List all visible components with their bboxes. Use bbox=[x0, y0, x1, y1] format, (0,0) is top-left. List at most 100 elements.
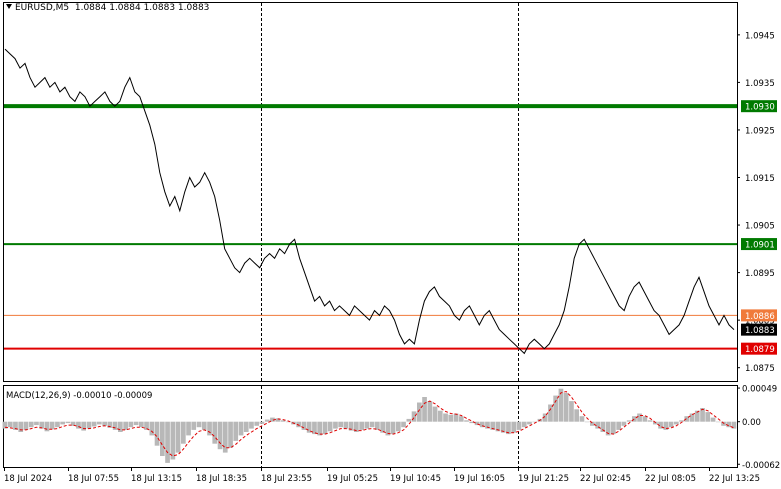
macd-bar bbox=[642, 416, 648, 422]
time-tick-label: 19 Jul 10:45 bbox=[390, 474, 441, 484]
price-tick-label: 1.0905 bbox=[745, 222, 775, 232]
macd-bar bbox=[490, 421, 496, 430]
macd-bar bbox=[144, 421, 149, 430]
time-tick-label: 18 Jul 2024 bbox=[4, 474, 52, 484]
price-tick-label: 1.0945 bbox=[745, 31, 775, 41]
macd-bar bbox=[595, 421, 600, 429]
macd-bar bbox=[228, 421, 233, 448]
macd-bar bbox=[553, 395, 558, 422]
macd-bar bbox=[710, 417, 716, 422]
level-tag-text: 1.0930 bbox=[745, 103, 775, 113]
price-panel-frame bbox=[3, 2, 738, 382]
macd-bar bbox=[443, 413, 448, 422]
macd-bar bbox=[44, 421, 50, 432]
macd-bar bbox=[112, 421, 118, 430]
macd-bar bbox=[369, 421, 375, 428]
macd-signal-line bbox=[4, 390, 735, 457]
macd-bar bbox=[70, 421, 76, 426]
macd-bar bbox=[721, 421, 726, 426]
level-labels: 1.0930 1.0901 1.0886 1.0879 1.0883 bbox=[741, 100, 777, 355]
time-tick-label: 19 Jul 05:25 bbox=[327, 474, 378, 484]
macd-tick-label: 0.00049 bbox=[742, 385, 777, 395]
level-tag-1.0879 bbox=[741, 342, 777, 355]
macd-bar bbox=[390, 421, 396, 435]
level-tag-1.0901 bbox=[741, 238, 777, 251]
macd-bar bbox=[322, 421, 328, 435]
macd-bar bbox=[621, 421, 627, 426]
macd-bar bbox=[495, 421, 501, 432]
macd-bar bbox=[705, 412, 711, 422]
level-tag-text: 1.0879 bbox=[745, 345, 775, 355]
macd-bar bbox=[385, 421, 391, 436]
macd-bar bbox=[658, 421, 663, 429]
macd-bar bbox=[186, 421, 191, 436]
macd-bar bbox=[191, 421, 197, 430]
macd-bar bbox=[18, 421, 24, 432]
time-tick-label: 22 Jul 08:05 bbox=[645, 474, 696, 484]
macd-bar bbox=[23, 421, 29, 430]
macd-bar bbox=[81, 421, 86, 431]
macd-bar bbox=[264, 419, 270, 422]
current-price-text: 1.0883 bbox=[745, 326, 775, 336]
level-tag-1.0886 bbox=[741, 309, 777, 322]
current-price-tag bbox=[741, 323, 777, 336]
macd-bar bbox=[243, 421, 249, 432]
macd-bar bbox=[165, 421, 170, 463]
macd-bar bbox=[590, 421, 595, 426]
macd-title: MACD(12,26,9) -0.00010 -0.00009 bbox=[6, 391, 153, 401]
macd-bar bbox=[448, 414, 454, 422]
macd-bar bbox=[500, 421, 506, 433]
macd-bar bbox=[485, 421, 490, 429]
time-axis: 18 Jul 2024 18 Jul 07:55 18 Jul 13:15 18 Ju… bbox=[4, 467, 760, 484]
macd-bar bbox=[427, 401, 433, 422]
macd-bar bbox=[39, 421, 45, 429]
macd-bar bbox=[647, 420, 653, 422]
macd-bar bbox=[600, 421, 606, 432]
macd-bar bbox=[13, 421, 18, 430]
caret-down-icon[interactable] bbox=[6, 4, 12, 9]
macd-bar bbox=[715, 421, 721, 423]
price-tick-label: 1.0875 bbox=[745, 364, 775, 374]
macd-bar bbox=[118, 421, 123, 432]
macd-bar bbox=[401, 421, 406, 428]
macd-bar bbox=[97, 421, 102, 425]
price-series bbox=[4, 48, 735, 355]
macd-bar bbox=[306, 421, 312, 433]
macd-bar bbox=[76, 421, 81, 429]
price-tick-label: 1.0925 bbox=[745, 126, 775, 136]
macd-bar bbox=[558, 388, 564, 422]
macd-tick-label: 0.00 bbox=[742, 418, 761, 428]
macd-bar bbox=[464, 420, 469, 422]
macd-bar bbox=[506, 421, 511, 435]
macd-bar bbox=[338, 421, 343, 428]
price-tick-label: 1.0935 bbox=[745, 79, 775, 89]
macd-bar bbox=[296, 421, 301, 428]
macd-bar bbox=[584, 421, 590, 423]
macd-bar bbox=[238, 421, 244, 436]
macd-bar bbox=[726, 421, 732, 428]
chart-title: EURUSD,M5 1.0884 1.0884 1.0883 1.0883 bbox=[6, 3, 209, 13]
macd-bar bbox=[637, 413, 642, 422]
time-tick-label: 19 Jul 21:25 bbox=[518, 474, 569, 484]
macd-bar bbox=[396, 421, 401, 432]
macd-bar bbox=[34, 421, 39, 426]
level-tag-1.0930 bbox=[741, 100, 777, 113]
macd-bar bbox=[249, 421, 254, 429]
macd-bar bbox=[354, 421, 359, 432]
macd-bar bbox=[181, 421, 186, 444]
macd-bar bbox=[574, 409, 579, 422]
macd-bar bbox=[207, 421, 212, 436]
time-tick-label: 18 Jul 07:55 bbox=[68, 474, 119, 484]
macd-bar bbox=[102, 421, 107, 426]
macd-bar bbox=[301, 421, 307, 430]
macd-bar bbox=[49, 421, 55, 430]
macd-bar bbox=[259, 421, 265, 424]
macd-bar bbox=[55, 421, 60, 428]
macd-bar bbox=[333, 421, 338, 429]
macd-bar bbox=[632, 416, 637, 422]
macd-bar bbox=[437, 410, 443, 422]
macd-bar bbox=[611, 421, 616, 435]
macd-bar bbox=[196, 421, 202, 428]
macd-bar bbox=[270, 417, 275, 422]
